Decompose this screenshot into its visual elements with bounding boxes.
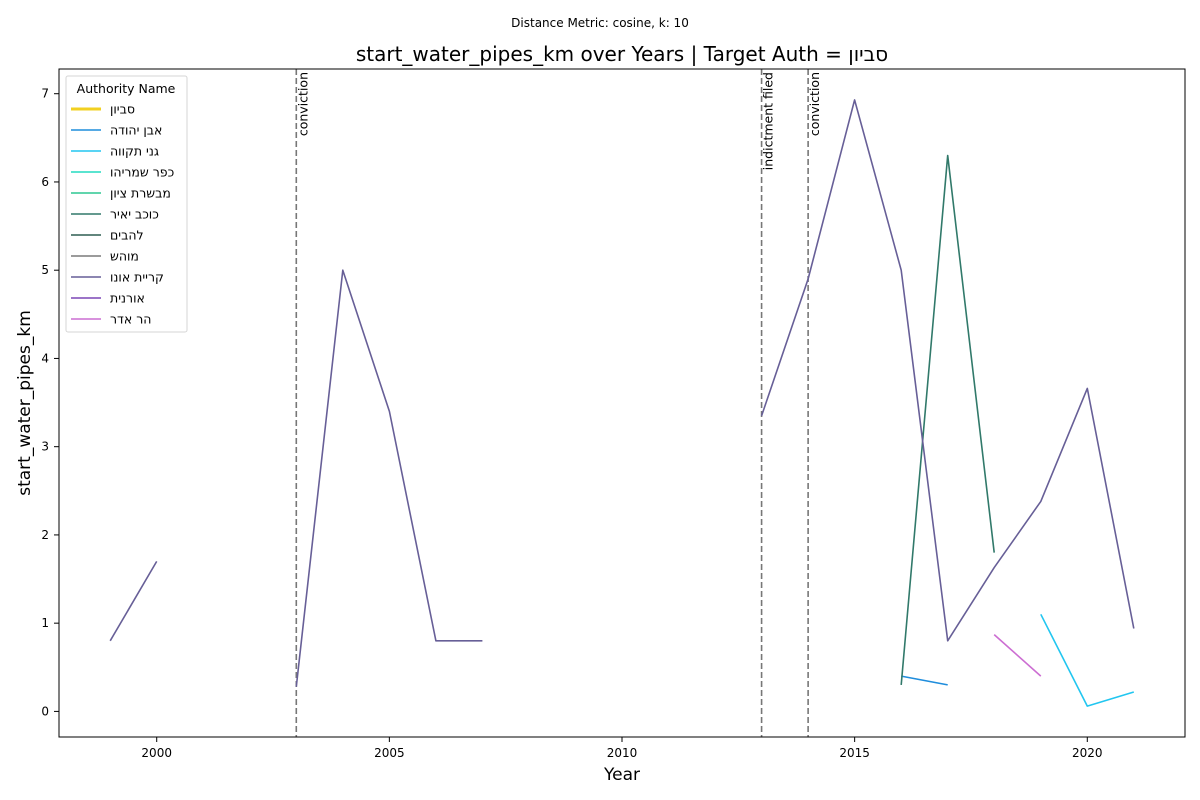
y-tick-label: 1 — [41, 616, 49, 630]
x-axis: 2000 2005 2010 2015 2020 — [141, 737, 1103, 760]
y-tick-label: 2 — [41, 528, 49, 542]
x-tick-label: 2000 — [141, 746, 172, 760]
series-line — [901, 675, 948, 686]
legend-entry: אבן יהודה — [110, 123, 162, 138]
y-tick-label: 6 — [41, 175, 49, 189]
series-line — [295, 269, 483, 687]
y-tick-label: 3 — [41, 440, 49, 454]
y-axis-label: start_water_pipes_km — [15, 310, 35, 496]
x-tick-label: 2015 — [839, 746, 870, 760]
legend-entry: מבשרת ציון — [110, 186, 171, 201]
legend-entry: גני תקווה — [110, 144, 159, 159]
event-label: conviction — [295, 72, 310, 136]
plot-frame — [58, 68, 1186, 738]
legend-entry: הר אדר — [110, 312, 151, 327]
chart-suptitle: Distance Metric: cosine, k: 10 — [511, 16, 689, 30]
event-label: indictment filed — [761, 72, 776, 170]
legend-entry: כפר שמריהו — [110, 165, 174, 180]
legend-entry: מוהש — [110, 249, 139, 264]
x-tick-label: 2010 — [607, 746, 638, 760]
y-tick-label: 4 — [41, 351, 49, 365]
legend-entry: אורנית — [110, 291, 145, 306]
legend-entry: סביון — [110, 102, 135, 117]
x-tick-label: 2020 — [1072, 746, 1103, 760]
legend-entry: כוכב יאיר — [110, 207, 159, 222]
y-tick-label: 5 — [41, 263, 49, 277]
series-line — [760, 99, 1135, 642]
y-axis: 0 1 2 3 4 5 6 7 — [41, 87, 59, 718]
series-line — [900, 154, 995, 685]
x-tick-label: 2005 — [374, 746, 405, 760]
x-axis-label: Year — [603, 765, 640, 785]
event-label: conviction — [807, 72, 822, 136]
series-line — [109, 560, 158, 642]
legend-entry: להבים — [110, 228, 144, 243]
legend-entry: קריית אונו — [110, 270, 164, 285]
legend-title: Authority Name — [77, 81, 176, 96]
y-tick-label: 0 — [41, 704, 49, 718]
chart-title: start_water_pipes_km over Years | Target… — [356, 42, 888, 66]
legend-box — [65, 75, 188, 333]
series-line — [993, 634, 1042, 677]
legend: Authority Name סביון אבן יהודה גני תקווה כפ… — [65, 75, 188, 333]
plot-area: conviction indictment filed conviction — [109, 69, 1135, 737]
y-tick-label: 7 — [41, 87, 49, 101]
series-line — [1040, 613, 1135, 707]
